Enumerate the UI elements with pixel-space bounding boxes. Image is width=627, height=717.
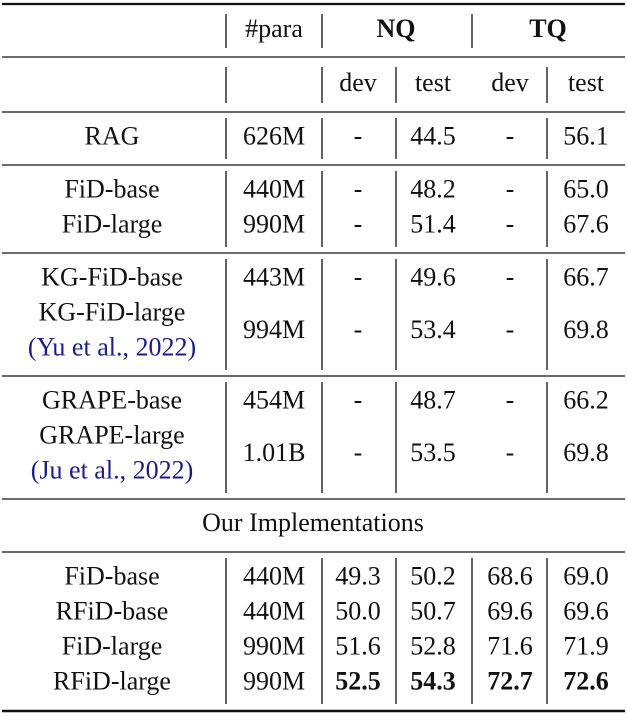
cell: 990M <box>243 666 305 695</box>
section-title: Our Implementations <box>202 508 424 537</box>
cell: 68.6 <box>487 561 533 590</box>
cell: - <box>354 121 363 150</box>
cell: 48.7 <box>410 385 456 414</box>
citation: (Ju et al., 2022) <box>31 455 193 484</box>
cell: 51.6 <box>335 631 381 660</box>
cell: 440M <box>243 596 305 625</box>
row-label: GRAPE-large <box>39 420 184 449</box>
cell: 50.2 <box>410 561 456 590</box>
cell: 66.2 <box>563 385 609 414</box>
header-tq: TQ <box>529 14 567 43</box>
cell: - <box>506 121 515 150</box>
row-label: RFiD-large <box>53 666 171 695</box>
header-sub: dev <box>339 68 377 97</box>
citation: (Yu et al., 2022) <box>28 332 196 361</box>
cell: 67.6 <box>563 209 609 238</box>
cell: 626M <box>243 121 305 150</box>
cell: 72.7 <box>487 666 533 695</box>
cell: 53.5 <box>410 438 456 467</box>
cell: 69.8 <box>563 438 609 467</box>
cell: 69.6 <box>487 596 533 625</box>
cell: - <box>354 262 363 291</box>
cell: 52.5 <box>335 666 381 695</box>
cell: - <box>354 315 363 344</box>
cell: 71.6 <box>487 631 533 660</box>
cell: 440M <box>243 174 305 203</box>
cell: 994M <box>243 315 305 344</box>
row-label: FiD-base <box>64 174 159 203</box>
cell: 990M <box>243 209 305 238</box>
cell: - <box>354 385 363 414</box>
cell: 48.2 <box>410 174 456 203</box>
cell: 66.7 <box>563 262 609 291</box>
cell: 44.5 <box>410 121 456 150</box>
cell: 50.0 <box>335 596 381 625</box>
cell: - <box>506 438 515 467</box>
cell: 69.0 <box>563 561 609 590</box>
row-label: FiD-large <box>62 631 163 660</box>
cell: 1.01B <box>243 438 306 467</box>
header-nq: NQ <box>377 14 416 43</box>
header-sub: test <box>568 68 605 97</box>
row-label: KG-FiD-base <box>41 262 183 291</box>
cell: 54.3 <box>410 666 456 695</box>
cell: 53.4 <box>410 315 456 344</box>
cell: - <box>506 174 515 203</box>
cell: - <box>506 262 515 291</box>
cell: 69.8 <box>563 315 609 344</box>
cell: 51.4 <box>410 209 456 238</box>
header-sub: dev <box>491 68 529 97</box>
cell: 71.9 <box>563 631 609 660</box>
row-label: GRAPE-base <box>42 385 182 414</box>
cell: 49.3 <box>335 561 381 590</box>
cell: 443M <box>243 262 305 291</box>
cell: 52.8 <box>410 631 456 660</box>
cell: - <box>354 438 363 467</box>
cell: 65.0 <box>563 174 609 203</box>
header-sub: test <box>415 68 452 97</box>
row-label: RAG <box>85 121 140 150</box>
cell: 454M <box>243 385 305 414</box>
header-para: #para <box>245 14 303 43</box>
row-label: FiD-large <box>62 209 163 238</box>
cell: 990M <box>243 631 305 660</box>
cell: 72.6 <box>563 666 609 695</box>
cell: 69.6 <box>563 596 609 625</box>
cell: - <box>506 315 515 344</box>
row-label: FiD-base <box>64 561 159 590</box>
cell: 50.7 <box>410 596 456 625</box>
cell: 440M <box>243 561 305 590</box>
cell: 56.1 <box>563 121 609 150</box>
cell: 49.6 <box>410 262 456 291</box>
cell: - <box>354 174 363 203</box>
row-label: KG-FiD-large <box>39 297 186 326</box>
cell: - <box>354 209 363 238</box>
cell: - <box>506 209 515 238</box>
row-label: RFiD-base <box>56 596 169 625</box>
cell: - <box>506 385 515 414</box>
